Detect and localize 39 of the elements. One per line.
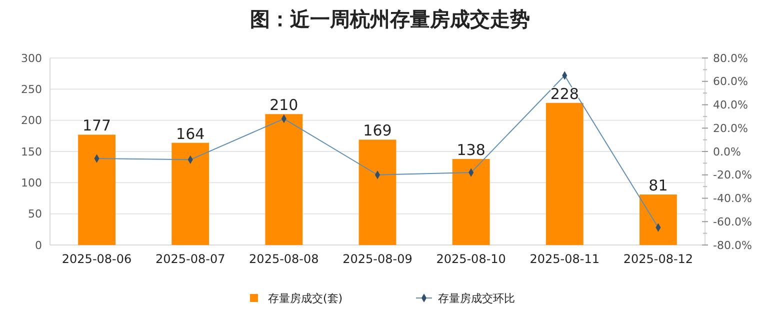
y2-tick-label: 0.0%: [713, 145, 741, 158]
y2-tick-label: 20.0%: [713, 122, 748, 135]
legend-label: 存量房成交环比: [438, 292, 515, 305]
legend-label: 存量房成交(套): [268, 292, 343, 305]
y-tick-label: 0: [35, 238, 42, 252]
y2-tick-label: -60.0%: [713, 215, 752, 228]
bar: [358, 140, 396, 245]
y2-tick-label: 40.0%: [713, 98, 748, 112]
bar: [172, 142, 210, 245]
y-tick-label: 50: [28, 208, 42, 221]
y-tick-label: 300: [21, 52, 42, 65]
y2-tick-label: -40.0%: [713, 192, 752, 206]
data-label: 81: [648, 176, 668, 195]
x-tick-label: 2025-08-06: [62, 252, 132, 266]
bar: [546, 102, 584, 245]
x-tick-label: 2025-08-08: [249, 252, 319, 266]
y-tick-label: 100: [21, 176, 42, 190]
bar: [640, 194, 677, 245]
bar: [265, 114, 303, 245]
y2-tick-label: -20.0%: [713, 168, 752, 182]
bar: [452, 158, 490, 245]
data-label: 210: [270, 96, 298, 114]
y-tick-label: 200: [21, 114, 42, 128]
bar: [78, 134, 116, 245]
data-label: 164: [176, 124, 205, 143]
data-label: 138: [456, 140, 486, 159]
x-tick-label: 2025-08-07: [155, 252, 226, 266]
x-tick-label: 2025-08-10: [436, 252, 506, 266]
x-tick-label: 2025-08-12: [623, 252, 694, 266]
y-tick-label: 150: [21, 145, 42, 158]
y2-tick-label: 80.0%: [713, 52, 748, 65]
y-tick-label: 250: [21, 83, 42, 96]
y2-tick-label: 60.0%: [713, 75, 748, 88]
data-label: 177: [82, 116, 112, 135]
x-tick-label: 2025-08-09: [342, 252, 412, 266]
chart-title: 图：近一周杭州存量房成交走势: [250, 7, 530, 31]
data-label: 169: [363, 122, 392, 140]
y2-tick-label: -80.0%: [713, 238, 752, 252]
x-tick-label: 2025-08-11: [530, 252, 600, 266]
